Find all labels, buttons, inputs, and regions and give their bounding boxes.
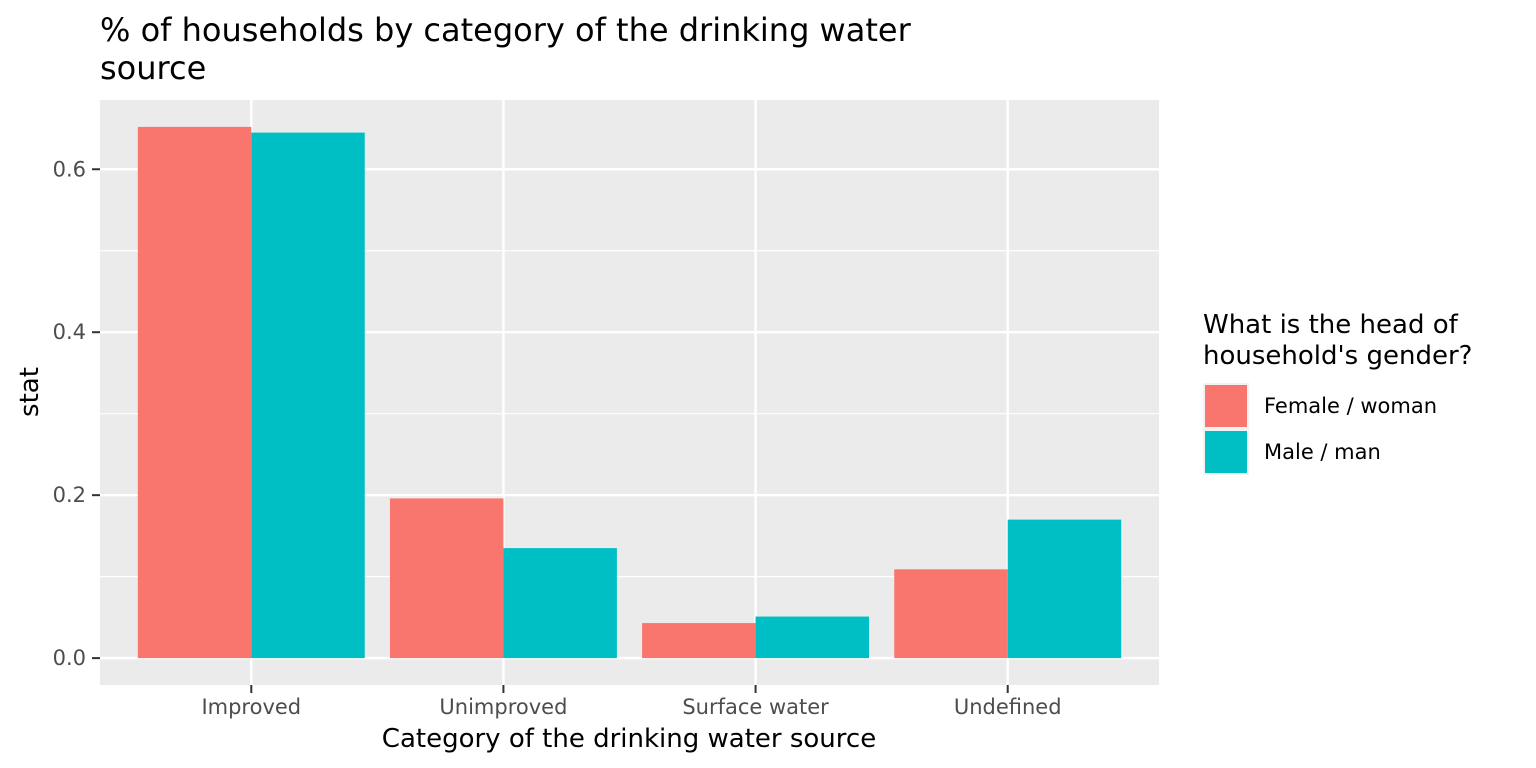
bar-male-3 [1007, 519, 1122, 659]
y-axis-ticks: 0.0 0.2 0.4 0.6 [53, 157, 100, 670]
y-tick-label: 0.2 [53, 483, 86, 507]
bar-male-0 [251, 132, 365, 659]
x-axis-ticks: Improved Unimproved Surface water Undefined [201, 685, 1062, 719]
legend-title-line-1: What is the head of [1203, 310, 1459, 340]
legend-key-swatch [1205, 431, 1247, 473]
legend-title-line-2: household's gender? [1203, 341, 1472, 371]
bar-male-2 [755, 616, 870, 659]
legend-items: Female / woman Male / man [1203, 383, 1437, 475]
x-tick-label: Undefined [954, 695, 1062, 719]
x-tick-label: Unimproved [439, 695, 567, 719]
bar-female-3 [894, 569, 1008, 659]
bar-male-1 [503, 548, 617, 659]
legend: What is the head of household's gender? … [1203, 310, 1472, 475]
legend-key-swatch [1205, 385, 1247, 427]
bar-female-0 [137, 126, 252, 659]
y-tick-label: 0.0 [53, 646, 86, 670]
bar-female-2 [642, 623, 756, 659]
y-tick-label: 0.4 [53, 320, 86, 344]
x-tick-label: Improved [201, 695, 301, 719]
bar-female-1 [389, 498, 504, 659]
legend-label: Male / man [1264, 440, 1381, 464]
x-tick-label: Surface water [682, 695, 829, 719]
y-tick-label: 0.6 [53, 157, 86, 181]
bars [137, 126, 1122, 659]
x-axis-title: Category of the drinking water source [382, 724, 876, 754]
y-axis-title: stat [15, 367, 45, 417]
chart-title-line-2: source [100, 49, 206, 87]
chart-title-line-1: % of households by category of the drink… [100, 11, 912, 49]
legend-label: Female / woman [1264, 394, 1437, 418]
